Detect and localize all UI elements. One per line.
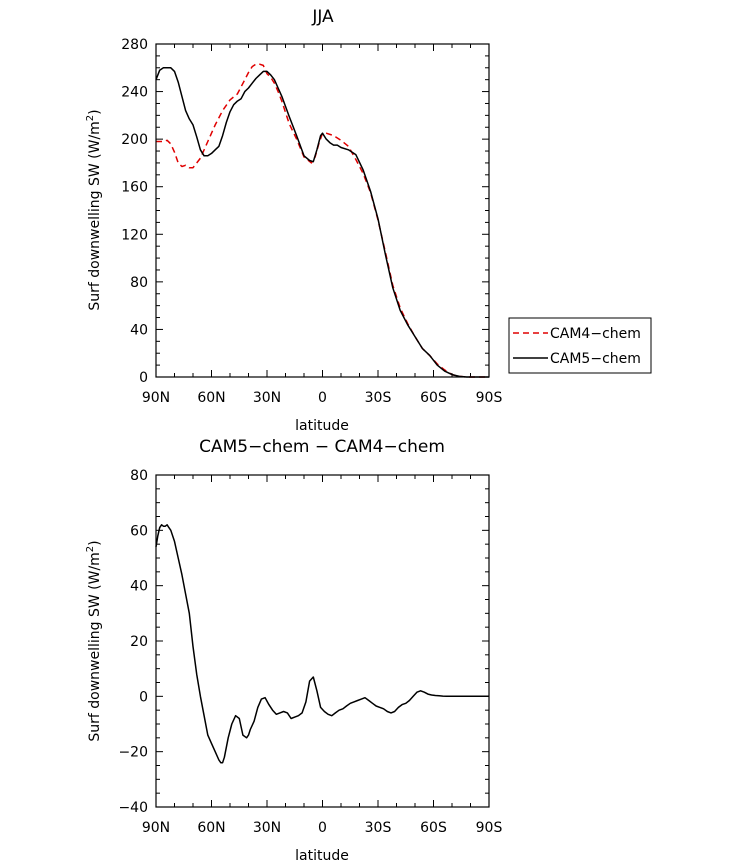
bottom-chart-ticks	[155, 474, 490, 808]
top-y-tick-labels: 0 40 80 120 160 200 240 280	[121, 37, 148, 386]
top-y-tick-label: 40	[130, 322, 148, 338]
bottom-chart-series	[155, 524, 489, 764]
top-x-axis-label: latitude	[295, 418, 349, 434]
bottom-x-tick-label: 90S	[476, 820, 503, 836]
bottom-y-tick-label: 0	[139, 689, 148, 705]
top-chart-ticks	[155, 43, 490, 378]
legend: CAM4−chem CAM5−chem	[508, 317, 652, 374]
top-x-tick-labels: 90N 60N 30N 0 30S 60S 90S	[142, 390, 503, 406]
bottom-y-tick-labels: −40 −20 0 20 40 60 80	[118, 468, 148, 816]
top-x-tick-label: 90N	[142, 390, 170, 406]
top-y-tick-label: 80	[130, 275, 148, 291]
bottom-chart: CAM5−chem − CAM4−chem 90N 60N 30N 0 30S 60S 90…	[85, 437, 502, 864]
top-plot-frame	[155, 43, 490, 378]
bottom-y-tick-label: 20	[130, 634, 148, 650]
bottom-plot-frame	[155, 474, 490, 808]
top-y-tick-label: 280	[121, 37, 148, 53]
bottom-y-tick-label: 40	[130, 579, 148, 595]
top-x-tick-label: 60N	[197, 390, 225, 406]
bottom-x-tick-label: 30S	[365, 820, 392, 836]
top-x-tick-label: 90S	[476, 390, 503, 406]
top-chart-series	[155, 63, 489, 378]
bottom-y-tick-label: −40	[118, 800, 148, 816]
top-chart: JJA 90N 60N 30N 0 30S 60S 90S 0 40 80 120 160 200 24…	[85, 7, 652, 434]
top-x-tick-label: 30S	[365, 390, 392, 406]
top-x-tick-label: 60S	[420, 390, 447, 406]
top-series-line-cam4-chem	[156, 63, 489, 378]
bottom-x-tick-label: 90N	[142, 820, 170, 836]
bottom-y-tick-label: 80	[130, 468, 148, 484]
bottom-x-tick-labels: 90N 60N 30N 0 30S 60S 90S	[142, 820, 503, 836]
bottom-chart-title: CAM5−chem − CAM4−chem	[199, 437, 445, 457]
top-y-tick-label: 120	[121, 227, 148, 243]
bottom-series-line-diff	[155, 524, 489, 764]
bottom-x-axis-label: latitude	[295, 848, 349, 864]
bottom-y-axis-label: Surf downwelling SW (W/m2)	[85, 540, 103, 741]
top-x-tick-label: 30N	[253, 390, 281, 406]
bottom-x-tick-label: 0	[318, 820, 327, 836]
bottom-y-tick-label: −20	[118, 745, 148, 761]
top-y-tick-label: 160	[121, 180, 148, 196]
bottom-y-tick-label: 60	[130, 523, 148, 539]
legend-label-cam4: CAM4−chem	[550, 326, 641, 342]
bottom-x-tick-label: 60N	[197, 820, 225, 836]
bottom-x-tick-label: 60S	[420, 820, 447, 836]
bottom-x-tick-label: 30N	[253, 820, 281, 836]
top-y-axis-label: Surf downwelling SW (W/m2)	[85, 109, 103, 310]
top-y-tick-label: 0	[139, 370, 148, 386]
top-y-tick-label: 240	[121, 85, 148, 101]
legend-box	[508, 317, 652, 374]
top-y-tick-label: 200	[121, 132, 148, 148]
top-x-tick-label: 0	[318, 390, 327, 406]
legend-label-cam5: CAM5−chem	[550, 351, 641, 367]
top-chart-title: JJA	[311, 7, 334, 27]
top-series-line-cam5-chem	[155, 67, 489, 378]
